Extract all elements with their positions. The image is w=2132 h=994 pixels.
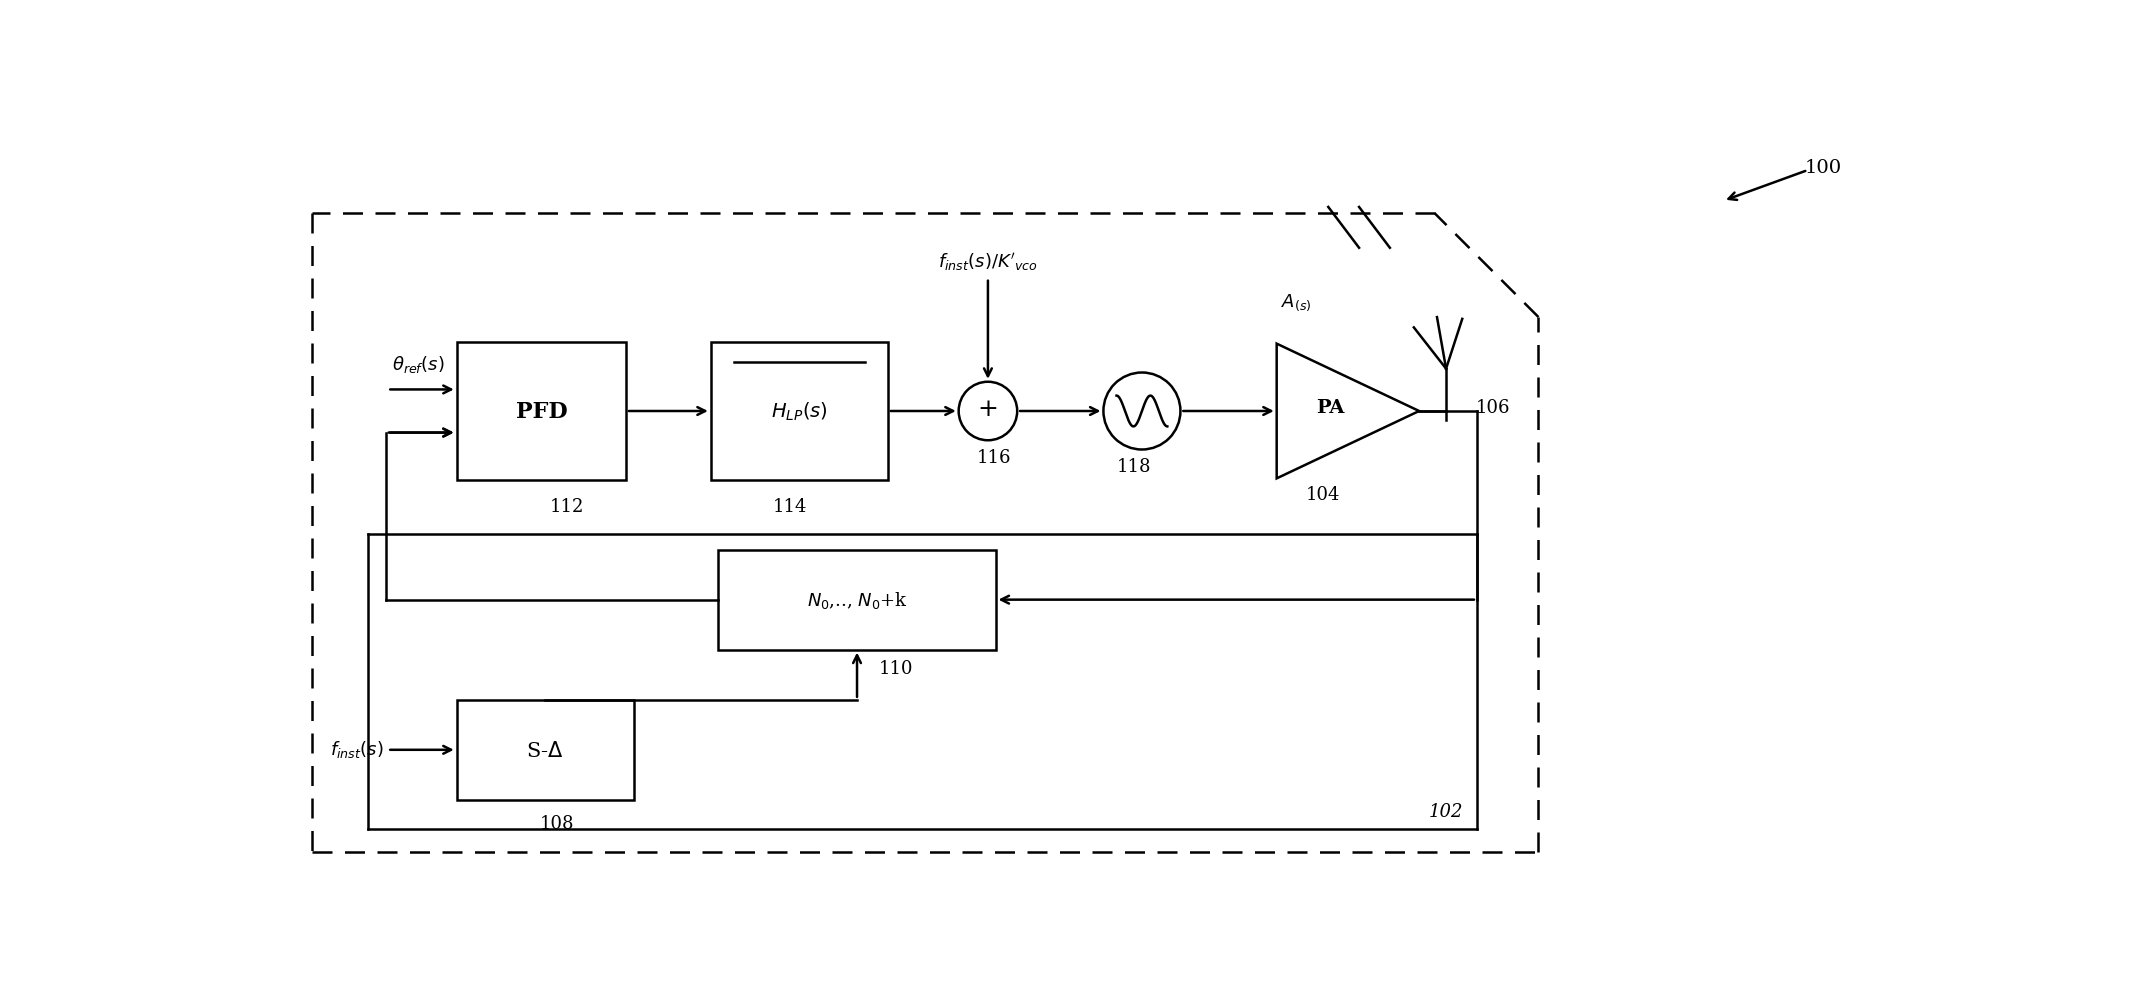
Text: 100: 100 <box>1806 159 1842 177</box>
Text: $f_{inst}(s)/K'_{vco}$: $f_{inst}(s)/K'_{vco}$ <box>938 250 1038 272</box>
Bar <box>710 342 887 481</box>
Text: 110: 110 <box>878 659 912 677</box>
Text: $A_{(s)}$: $A_{(s)}$ <box>1281 291 1311 312</box>
Text: 108: 108 <box>539 814 574 832</box>
Text: $f_{inst}(s)$: $f_{inst}(s)$ <box>330 738 384 759</box>
Bar <box>456 342 627 481</box>
Text: PFD: PFD <box>516 401 567 422</box>
Text: 116: 116 <box>976 448 1011 466</box>
Text: 104: 104 <box>1305 485 1341 503</box>
Text: 114: 114 <box>774 498 808 516</box>
Text: $\theta_{ref}(s)$: $\theta_{ref}(s)$ <box>392 354 446 375</box>
Text: PA: PA <box>1318 399 1345 416</box>
Bar <box>456 700 633 800</box>
Text: S-$\Delta$: S-$\Delta$ <box>527 741 563 760</box>
Text: 102: 102 <box>1428 802 1463 820</box>
Text: +: + <box>976 398 998 420</box>
Text: 118: 118 <box>1117 458 1151 476</box>
Text: 112: 112 <box>550 498 584 516</box>
Text: 106: 106 <box>1475 399 1509 416</box>
Text: $H_{LP}(s)$: $H_{LP}(s)$ <box>772 401 827 422</box>
Text: $N_0$,.., $N_0$+k: $N_0$,.., $N_0$+k <box>806 589 908 610</box>
Bar <box>718 550 996 650</box>
